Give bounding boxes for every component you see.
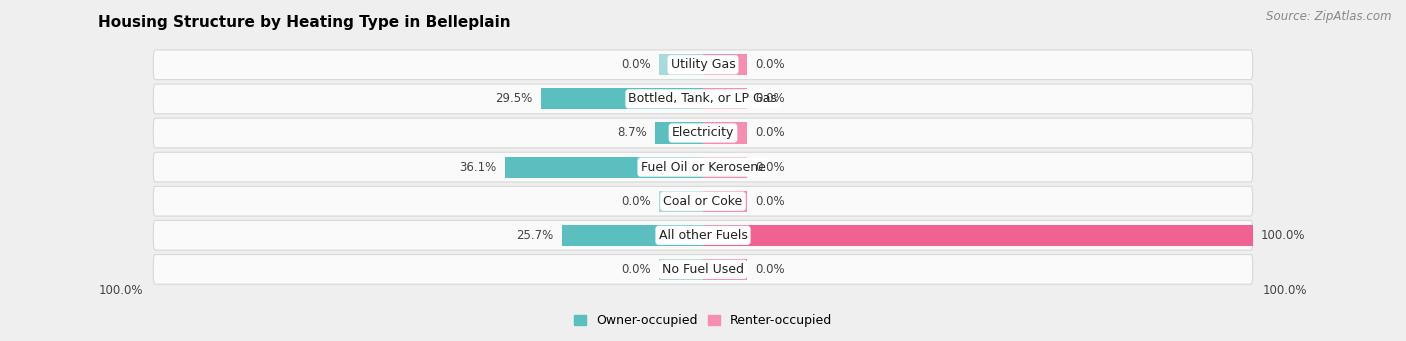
Text: All other Fuels: All other Fuels xyxy=(658,229,748,242)
Bar xyxy=(703,191,747,212)
Text: 0.0%: 0.0% xyxy=(621,58,651,71)
Text: Fuel Oil or Kerosene: Fuel Oil or Kerosene xyxy=(641,161,765,174)
Bar xyxy=(659,54,703,75)
Bar xyxy=(703,122,747,144)
Bar xyxy=(703,225,1253,246)
Text: Housing Structure by Heating Type in Belleplain: Housing Structure by Heating Type in Bel… xyxy=(98,15,510,30)
Text: Utility Gas: Utility Gas xyxy=(671,58,735,71)
Text: 100.0%: 100.0% xyxy=(1263,284,1308,297)
Bar xyxy=(659,259,703,280)
Text: Source: ZipAtlas.com: Source: ZipAtlas.com xyxy=(1267,10,1392,23)
Bar xyxy=(703,157,747,178)
Bar xyxy=(703,54,747,75)
FancyBboxPatch shape xyxy=(153,84,1253,114)
Text: 0.0%: 0.0% xyxy=(755,58,785,71)
Bar xyxy=(659,191,703,212)
FancyBboxPatch shape xyxy=(153,118,1253,148)
Text: 100.0%: 100.0% xyxy=(98,284,143,297)
Bar xyxy=(505,157,703,178)
Text: 0.0%: 0.0% xyxy=(755,127,785,139)
Bar xyxy=(655,122,703,144)
Text: 0.0%: 0.0% xyxy=(755,92,785,105)
Text: 25.7%: 25.7% xyxy=(516,229,554,242)
FancyBboxPatch shape xyxy=(153,221,1253,250)
FancyBboxPatch shape xyxy=(153,254,1253,284)
Text: Coal or Coke: Coal or Coke xyxy=(664,195,742,208)
Text: 0.0%: 0.0% xyxy=(621,195,651,208)
Bar xyxy=(541,88,703,109)
Legend: Owner-occupied, Renter-occupied: Owner-occupied, Renter-occupied xyxy=(568,309,838,332)
FancyBboxPatch shape xyxy=(153,50,1253,80)
Text: Bottled, Tank, or LP Gas: Bottled, Tank, or LP Gas xyxy=(628,92,778,105)
Text: 0.0%: 0.0% xyxy=(755,263,785,276)
Text: No Fuel Used: No Fuel Used xyxy=(662,263,744,276)
Text: 8.7%: 8.7% xyxy=(617,127,647,139)
Text: 0.0%: 0.0% xyxy=(621,263,651,276)
Text: 0.0%: 0.0% xyxy=(755,161,785,174)
FancyBboxPatch shape xyxy=(153,187,1253,216)
Text: 36.1%: 36.1% xyxy=(460,161,496,174)
Bar xyxy=(703,259,747,280)
FancyBboxPatch shape xyxy=(153,152,1253,182)
Bar xyxy=(703,88,747,109)
Text: 100.0%: 100.0% xyxy=(1261,229,1305,242)
Text: Electricity: Electricity xyxy=(672,127,734,139)
Text: 0.0%: 0.0% xyxy=(755,195,785,208)
Bar xyxy=(562,225,703,246)
Text: 29.5%: 29.5% xyxy=(495,92,533,105)
